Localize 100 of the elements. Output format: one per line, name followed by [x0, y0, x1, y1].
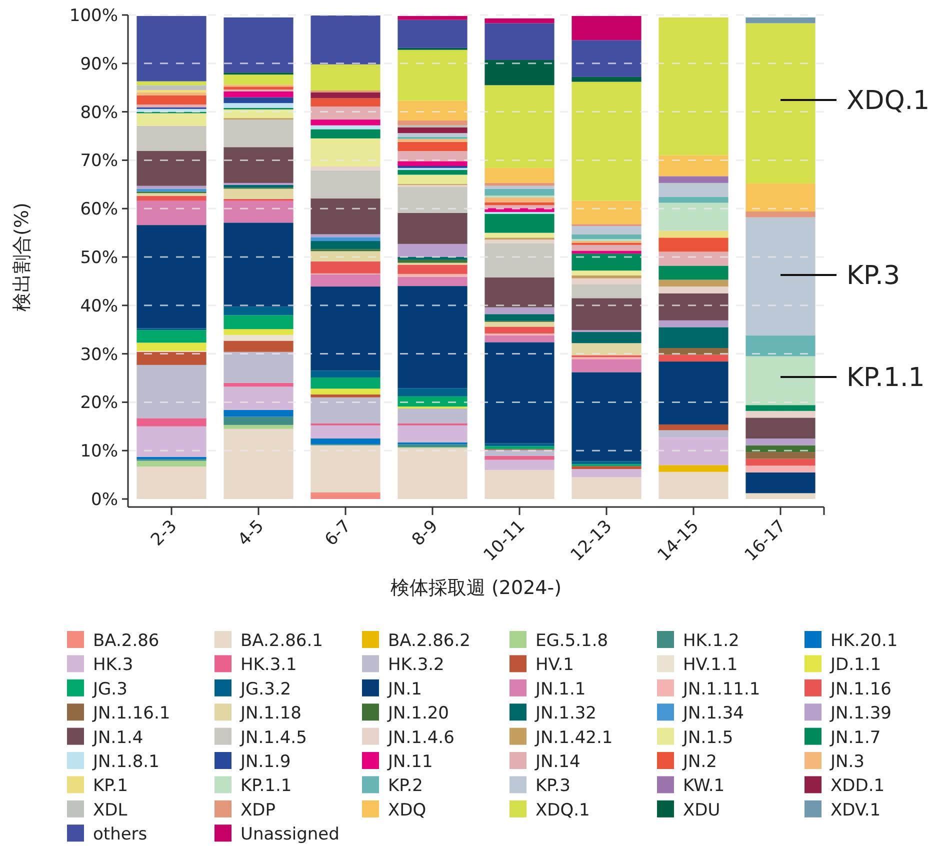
legend-label: XDQ — [388, 800, 426, 820]
legend-label: JN.1.1 — [534, 679, 586, 700]
bar — [658, 354, 728, 362]
bar — [224, 91, 294, 98]
bar — [136, 460, 206, 467]
bar — [224, 352, 294, 383]
legend-label: XDQ.1 — [536, 800, 590, 820]
x-tick-label: 4-5 — [234, 516, 268, 550]
bar — [746, 217, 816, 336]
bar — [572, 468, 642, 478]
bar — [484, 18, 554, 24]
bar — [746, 438, 816, 446]
bar — [572, 250, 642, 254]
legend-label: JN.3 — [830, 752, 864, 772]
bar — [136, 466, 206, 499]
bar — [398, 170, 468, 175]
legend-label: KP.1 — [93, 776, 128, 796]
bar — [484, 314, 554, 321]
bar — [658, 280, 728, 287]
bar — [310, 388, 380, 394]
bar — [224, 17, 294, 73]
bar — [484, 326, 554, 334]
x-axis-title: 検体採取週 (2024-) — [390, 577, 562, 599]
bar — [310, 92, 380, 98]
legend-label: KP.1.1 — [240, 776, 292, 796]
bar — [484, 450, 554, 456]
bar — [746, 493, 816, 499]
bar — [310, 64, 380, 91]
bar — [484, 186, 554, 189]
bar — [136, 225, 206, 328]
bar — [484, 307, 554, 314]
text: XDQ.1 — [846, 86, 930, 116]
bar — [658, 266, 728, 280]
bar — [658, 430, 728, 438]
bar — [484, 205, 554, 208]
legend-label: JN.1.7 — [830, 728, 881, 748]
bar — [484, 182, 554, 186]
bar — [310, 241, 380, 250]
legend-label: JN.1 — [387, 679, 422, 700]
legend-label: XDP — [240, 800, 276, 820]
bar — [136, 151, 206, 186]
legend-label: JN.1.20 — [387, 704, 449, 724]
legend-label: JN.2 — [682, 752, 717, 772]
bar — [572, 234, 642, 240]
bar — [310, 274, 380, 287]
legend-label: JN.14 — [534, 752, 580, 772]
bar — [572, 372, 642, 462]
bar — [484, 446, 554, 450]
legend-label: HK.3.2 — [388, 655, 444, 676]
legend-label: EG.5.1.8 — [536, 631, 608, 651]
legend-label: HV.1 — [536, 655, 574, 676]
legend-label: JN.1.9 — [240, 752, 291, 772]
bar — [136, 113, 206, 126]
bar — [136, 426, 206, 457]
legend-label: BA.2.86 — [93, 631, 160, 651]
bar — [572, 332, 642, 344]
bar — [136, 104, 206, 108]
legend-label: JN.1.18 — [240, 704, 302, 724]
bar — [136, 92, 206, 96]
bar — [310, 397, 380, 424]
bar — [136, 95, 206, 105]
bar — [136, 193, 206, 196]
x-tick-label: 6-7 — [321, 516, 356, 550]
bar — [310, 120, 380, 126]
y-tick-label: 0% — [91, 490, 118, 510]
legend-label: KP.3 — [536, 776, 570, 796]
text: KP.1.1 — [846, 363, 925, 393]
text: KP.3 — [846, 261, 900, 291]
bar — [310, 394, 380, 398]
legend-label: BA.2.86.2 — [388, 631, 470, 651]
bar — [572, 343, 642, 356]
bar — [484, 240, 554, 244]
bar — [658, 202, 728, 231]
bar — [398, 142, 468, 152]
bar — [572, 244, 642, 251]
y-tick-label: 90% — [80, 54, 118, 74]
bar — [572, 76, 642, 82]
bar — [224, 86, 294, 90]
bar — [136, 456, 206, 460]
bar — [224, 74, 294, 85]
legend-label: JN.1.16.1 — [92, 704, 170, 724]
bar — [224, 424, 294, 429]
bar — [572, 275, 642, 278]
bar — [224, 188, 294, 199]
bar — [484, 85, 554, 168]
bar — [398, 396, 468, 407]
bar — [398, 244, 468, 257]
bar — [658, 320, 728, 328]
bar — [136, 352, 206, 365]
bar — [746, 466, 816, 472]
legend-label: JN.1.16 — [830, 679, 892, 700]
legend-label: HK.20.1 — [830, 631, 898, 651]
bar — [746, 183, 816, 212]
bar — [572, 461, 642, 464]
bar — [310, 170, 380, 198]
bar — [136, 330, 206, 343]
bar — [572, 82, 642, 201]
bar — [484, 277, 554, 308]
legend-label: JN.1.4 — [92, 728, 144, 748]
bar — [658, 424, 728, 430]
